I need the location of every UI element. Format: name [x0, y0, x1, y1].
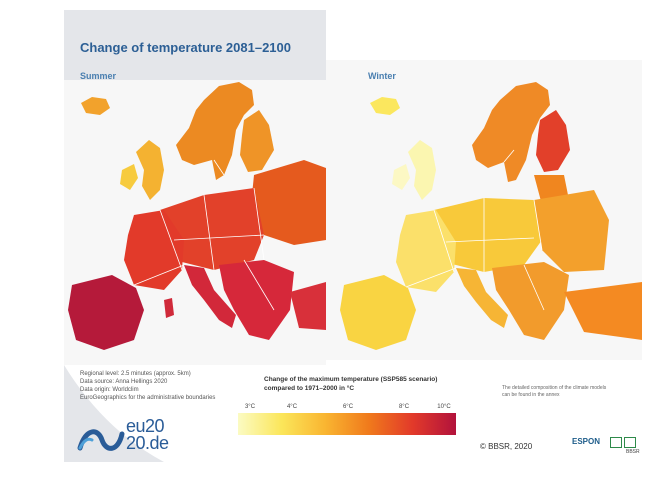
copyright: © BBSR, 2020	[480, 442, 533, 451]
poster-background	[64, 10, 642, 462]
page-title: Change of temperature 2081–2100	[80, 40, 291, 55]
bbsr-logo: BBSR	[626, 449, 640, 455]
espon-logo: ESPON	[572, 437, 601, 446]
winter-borders	[405, 149, 545, 311]
winter-balkans	[492, 262, 569, 340]
winter-italy	[456, 268, 508, 328]
winter-eastern-europe	[534, 190, 609, 272]
summer-scandinavia	[176, 82, 254, 180]
panel-label-winter: Winter	[368, 71, 396, 81]
logo-line2: 20.de	[126, 433, 169, 453]
legend-tick: 4°C	[286, 404, 298, 410]
legend-ticks: 3°C 4°C 6°C 8°C 10°C	[238, 404, 456, 414]
meta-line: Data source: Anna Hellings 2020	[80, 379, 168, 385]
summer-balkans	[219, 260, 294, 340]
summer-central-europe	[159, 188, 264, 270]
winter-iceland	[370, 97, 400, 115]
logo-line1: eu20	[126, 416, 165, 436]
annex-note: The detailed composition of the climate …	[502, 385, 607, 398]
map-poster: Change of temperature 2081–2100 Summer W…	[64, 10, 642, 462]
summer-france	[124, 210, 184, 290]
summer-finland	[240, 110, 274, 172]
summer-borders	[133, 159, 275, 311]
summer-eastern-europe	[250, 160, 326, 245]
winter-central-europe	[430, 198, 542, 272]
summer-ireland	[120, 164, 138, 190]
legend-tick: 8°C	[398, 404, 410, 410]
summer-map	[68, 82, 326, 350]
meta-line: Data origin: Worldclim	[80, 387, 139, 393]
meta-line: EuroGeographics for the administrative b…	[80, 395, 216, 401]
winter-map	[340, 82, 642, 350]
legend-tick: 3°C	[244, 404, 256, 410]
partner-logo-icon	[624, 437, 636, 448]
summer-turkey	[290, 282, 326, 330]
metadata-block: Regional level: 2.5 minutes (approx. 5km…	[80, 370, 215, 402]
winter-uk	[408, 140, 436, 200]
winter-iberia	[340, 275, 416, 350]
summer-uk	[136, 140, 164, 200]
winter-ireland	[392, 164, 410, 190]
summer-iberia	[68, 275, 144, 350]
summer-italy	[184, 265, 236, 328]
winter-turkey	[564, 282, 642, 340]
eu2020-logo: eu20 20.de	[76, 416, 216, 458]
legend-title: Change of the maximum temperature (SSP58…	[264, 375, 437, 393]
logo-text: eu20 20.de	[126, 416, 169, 453]
winter-scandinavia	[472, 82, 550, 182]
legend-title-line1: Change of the maximum temperature (SSP58…	[264, 376, 438, 383]
legend-color-bar	[238, 413, 456, 435]
legend-tick: 10°C	[437, 404, 451, 410]
meta-line: Regional level: 2.5 minutes (approx. 5km…	[80, 371, 191, 377]
panel-label-summer: Summer	[80, 71, 117, 81]
summer-iceland	[81, 97, 110, 115]
summer-sardinia	[164, 298, 174, 318]
logo-wave-icon	[77, 429, 125, 451]
winter-finland	[536, 110, 570, 172]
legend-tick: 6°C	[342, 404, 354, 410]
partner-logo-icon	[610, 437, 622, 448]
partner-logos: ESPON BBSR	[572, 434, 642, 458]
legend-title-line2: compared to 1971–2000 in °C	[264, 385, 355, 392]
